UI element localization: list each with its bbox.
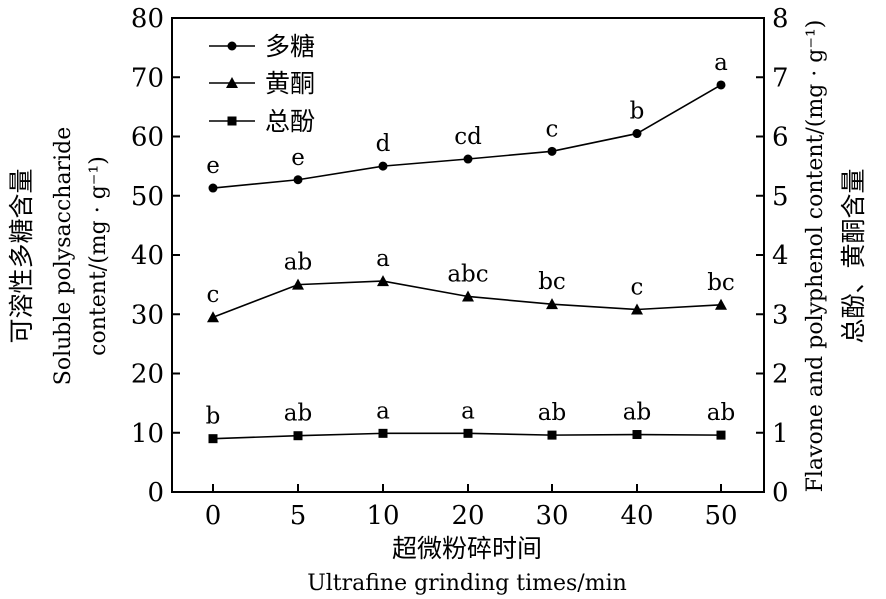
left-axis-tick-label: 10 <box>131 419 164 449</box>
data-point-circle <box>716 80 726 90</box>
significance-label: ab <box>284 250 312 276</box>
data-point-triangle <box>546 298 558 310</box>
right-axis-tick-label: 2 <box>772 360 789 390</box>
data-point-circle <box>208 183 218 193</box>
right-axis-title-en: Flavone and polyphenol content/(mg · g⁻¹… <box>803 20 828 493</box>
left-axis-tick-label: 70 <box>131 63 164 93</box>
series-2: b ab a a ab ab ab <box>206 398 735 444</box>
data-point-triangle <box>377 275 389 287</box>
legend-label: 总酚 <box>265 107 315 136</box>
significance-label: e <box>291 145 305 171</box>
significance-label: a <box>376 398 390 424</box>
right-axis-title-cn: 总酚、黄酮含量 <box>839 168 868 343</box>
legend-label: 黄酮 <box>265 69 315 98</box>
left-axis-tick-label: 30 <box>131 300 164 330</box>
significance-label: ab <box>284 401 312 427</box>
right-axis-tick-label: 4 <box>772 241 789 271</box>
data-point-circle <box>547 146 557 156</box>
significance-label: d <box>376 131 391 157</box>
left-axis-tick-label: 50 <box>131 182 164 212</box>
x-axis-title-cn: 超微粉碎时间 <box>392 534 542 563</box>
data-point-square <box>547 430 557 440</box>
left-axis-title-cn: 可溶性多糖含量 <box>7 168 36 343</box>
x-axis-title-en: Ultrafine grinding times/min <box>307 571 627 596</box>
significance-label: c <box>631 275 644 301</box>
left-axis-tick-label: 40 <box>131 241 164 271</box>
right-axis-tick-label: 0 <box>772 478 789 508</box>
significance-label: bc <box>538 269 566 295</box>
x-axis-tick-label: 0 <box>205 501 222 531</box>
significance-label: cd <box>454 124 482 150</box>
x-axis-tick-label: 5 <box>290 501 307 531</box>
significance-label: b <box>630 99 645 125</box>
right-axis-tick-label: 5 <box>772 182 789 212</box>
data-point-triangle <box>715 298 727 310</box>
left-axis-tick-label: 0 <box>147 478 164 508</box>
significance-label: a <box>714 50 728 76</box>
data-point-circle <box>227 41 237 51</box>
significance-label: a <box>461 398 475 424</box>
significance-label: bc <box>707 270 735 296</box>
data-point-circle <box>378 161 388 171</box>
data-point-square <box>293 431 303 441</box>
data-point-triangle <box>631 303 643 315</box>
left-axis-tick-label: 60 <box>131 123 164 153</box>
significance-label: c <box>546 116 559 142</box>
right-axis-tick-label: 1 <box>772 419 789 449</box>
x-axis-tick-label: 40 <box>620 501 653 531</box>
significance-label: ab <box>707 400 735 426</box>
data-point-circle <box>463 154 473 164</box>
data-point-circle <box>293 175 303 185</box>
series-1: c ab a abc bc c bc <box>207 246 735 323</box>
data-point-square <box>632 430 642 440</box>
data-point-triangle <box>226 77 238 88</box>
data-point-square <box>208 434 218 444</box>
data-point-triangle <box>207 311 219 323</box>
data-point-square <box>227 116 237 126</box>
right-axis-tick-label: 6 <box>772 123 789 153</box>
significance-label: ab <box>623 400 651 426</box>
significance-label: a <box>376 246 390 272</box>
x-axis-tick-label: 50 <box>704 501 737 531</box>
significance-label: ab <box>538 400 566 426</box>
data-point-circle <box>632 129 642 139</box>
significance-label: c <box>207 282 220 308</box>
data-point-triangle <box>462 290 474 302</box>
data-point-square <box>378 428 388 438</box>
right-axis-tick-label: 8 <box>772 4 789 34</box>
data-point-square <box>716 430 726 440</box>
series-0: e e d cd c b a <box>206 50 728 193</box>
left-axis-tick-label: 20 <box>131 360 164 390</box>
x-axis-tick-label: 30 <box>535 501 568 531</box>
left-axis-tick-label: 80 <box>131 4 164 34</box>
legend-label: 多糖 <box>265 32 315 61</box>
series-layer: e e d cd c b a c ab a abc bc c bc b ab a a ab ab ab <box>206 50 735 444</box>
significance-label: e <box>206 153 220 179</box>
axis-titles: 超微粉碎时间 Ultrafine grinding times/min 可溶性多… <box>7 20 868 596</box>
x-axis-tick-label: 20 <box>451 501 484 531</box>
right-axis-tick-label: 7 <box>772 63 789 93</box>
significance-label: abc <box>447 261 488 287</box>
right-axis-tick-label: 3 <box>772 300 789 330</box>
data-point-square <box>463 428 473 438</box>
data-point-triangle <box>292 278 304 290</box>
significance-label: b <box>206 404 221 430</box>
left-axis-title-en-line2: content/(mg · g⁻¹) <box>86 156 111 356</box>
left-axis-title-en-line1: Soluble polysaccharide <box>51 127 76 385</box>
x-axis-tick-label: 10 <box>366 501 399 531</box>
